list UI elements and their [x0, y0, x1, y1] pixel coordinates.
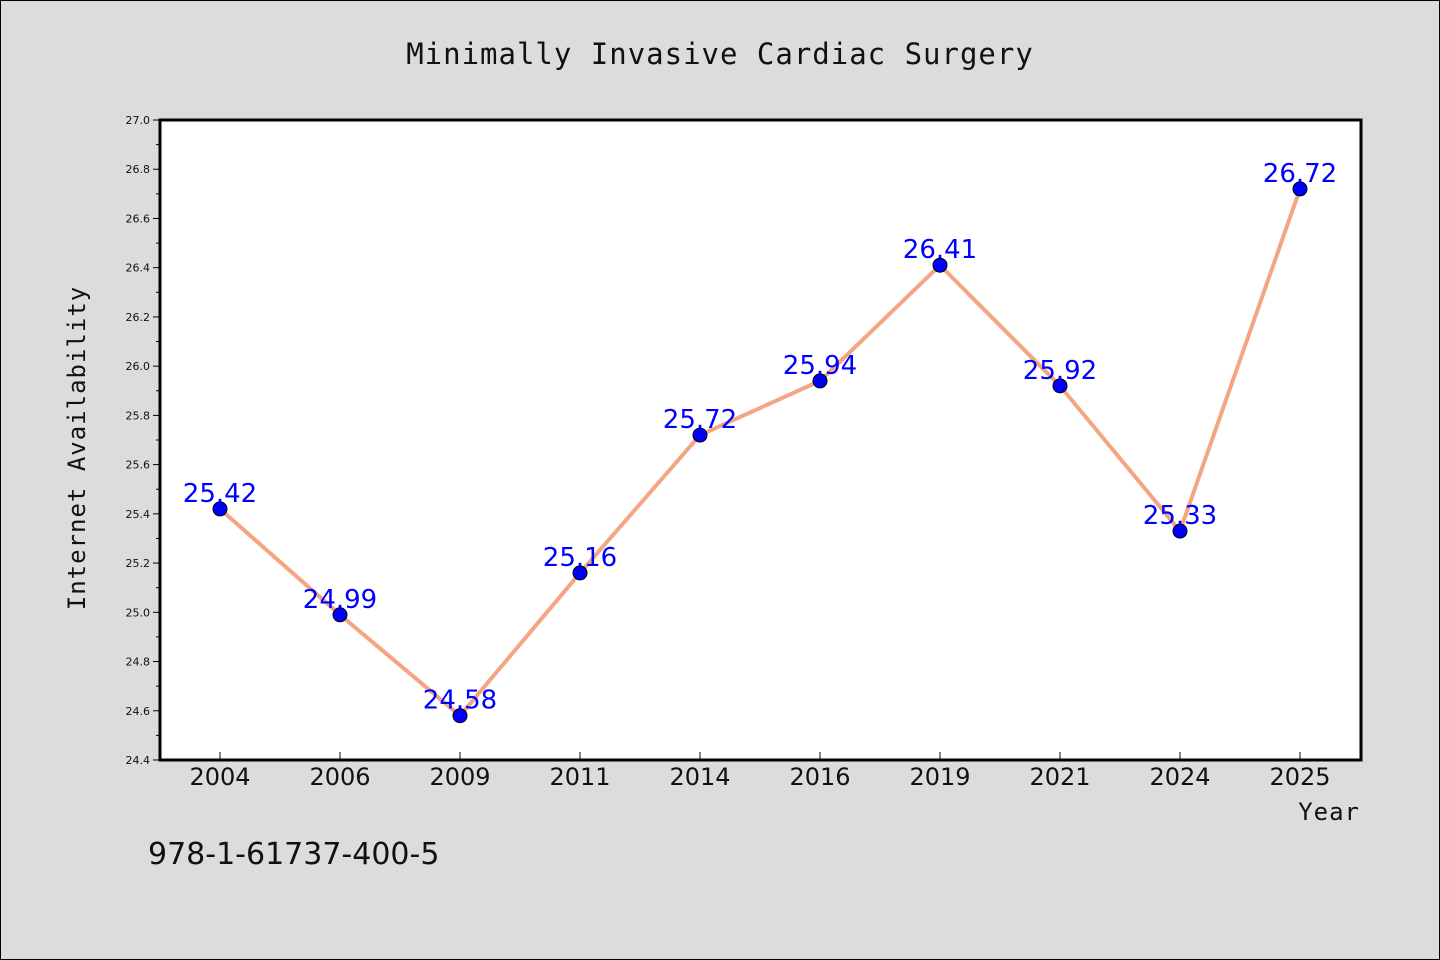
series-line: [218, 188, 1302, 718]
data-label: 24.58: [423, 686, 497, 716]
x-tick-label: 2016: [789, 763, 850, 791]
x-tick-label: 2014: [669, 763, 730, 791]
plot-area: [158, 118, 1363, 762]
x-tick-label: 2019: [909, 763, 970, 791]
data-point: [212, 501, 228, 517]
y-tick-label: 25.6: [126, 459, 151, 472]
data-label: 24.99: [303, 585, 377, 615]
y-tick-label: 24.8: [126, 656, 151, 669]
y-tick-label: 26.8: [126, 163, 151, 176]
y-tick-label: 24.4: [126, 754, 151, 767]
x-tick-label: 2024: [1149, 763, 1210, 791]
x-axis-label: Year: [1298, 798, 1360, 826]
x-tick-label: 2009: [429, 763, 490, 791]
y-tick-label: 25.4: [126, 508, 151, 521]
x-tick-label: 2011: [549, 763, 610, 791]
data-point: [332, 607, 348, 623]
data-point: [932, 257, 948, 273]
y-tick-label: 25.0: [126, 606, 151, 619]
data-point: [572, 565, 588, 581]
x-tick-label: 2021: [1029, 763, 1090, 791]
data-point: [1052, 378, 1068, 394]
y-tick-label: 26.6: [126, 212, 151, 225]
data-point: [1292, 181, 1308, 197]
isbn-text: 978-1-61737-400-5: [148, 837, 439, 872]
series-markers: [212, 181, 1308, 724]
y-tick-label: 24.6: [126, 705, 151, 718]
data-point: [692, 427, 708, 443]
data-point: [1172, 523, 1188, 539]
data-label: 25.92: [1023, 356, 1097, 386]
x-tick-label: 2006: [309, 763, 370, 791]
y-tick-label: 26.4: [126, 262, 151, 275]
series-polyline: [218, 188, 1302, 718]
y-tick-label: 26.2: [126, 311, 151, 324]
data-label: 25.16: [543, 543, 617, 573]
x-tick-label: 2004: [189, 763, 250, 791]
x-axis: 2004 2006 2009 2011 2014 2016 2019 2021 2024 2025: [189, 752, 1331, 791]
y-axis: 24.4 24.6 24.8 25.0 25.2 25.4 25.6 25.8 26.0 26.2…: [126, 114, 160, 767]
data-label: 25.94: [783, 351, 857, 381]
y-tick-label: 25.8: [126, 409, 151, 422]
data-label: 25.33: [1143, 501, 1217, 531]
y-tick-label: 27.0: [126, 114, 151, 127]
y-tick-label: 26.0: [126, 360, 151, 373]
x-tick-label: 2025: [1269, 763, 1330, 791]
data-label: 25.72: [663, 405, 737, 435]
y-tick-label: 25.2: [126, 557, 151, 570]
data-point: [452, 708, 468, 724]
chart-title: Minimally Invasive Cardiac Surgery: [406, 37, 1034, 71]
data-point: [812, 373, 828, 389]
data-labels: 25.42 24.99 24.58 25.16 25.72 25.94 26.41 25.92…: [183, 159, 1337, 716]
data-label: 26.72: [1263, 159, 1337, 189]
y-axis-label: Internet Availability: [63, 286, 91, 610]
data-label: 25.42: [183, 479, 257, 509]
data-label: 26.41: [903, 235, 977, 265]
